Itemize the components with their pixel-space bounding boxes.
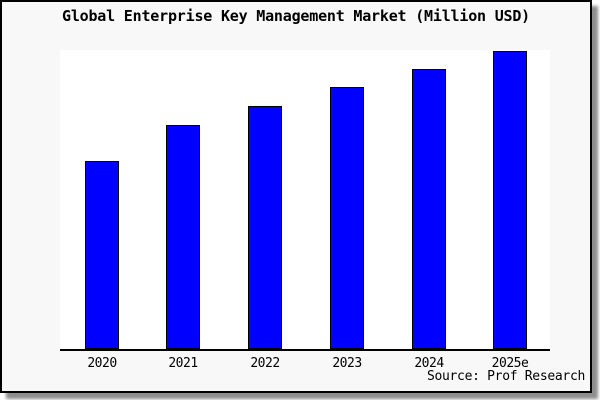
x-tick-label-2020: 2020 [87,356,117,371]
x-tick-label-2022: 2022 [250,356,280,371]
x-tick-label-2023: 2023 [332,356,362,371]
bar-2020 [85,161,119,349]
chart-frame: Global Enterprise Key Management Market … [0,0,592,393]
bar-2025e [493,51,527,349]
x-tick-label-2021: 2021 [168,356,198,371]
bar-2024 [412,69,446,349]
x-tick-label-2025e: 2025e [491,356,529,371]
source-label: Source: Prof Research [426,369,585,384]
bar-2022 [248,106,282,349]
chart-title: Global Enterprise Key Management Market … [61,7,531,25]
bar-2023 [330,87,364,349]
plot-area [60,50,550,351]
bar-2021 [166,125,200,349]
x-tick-label-2024: 2024 [414,356,444,371]
